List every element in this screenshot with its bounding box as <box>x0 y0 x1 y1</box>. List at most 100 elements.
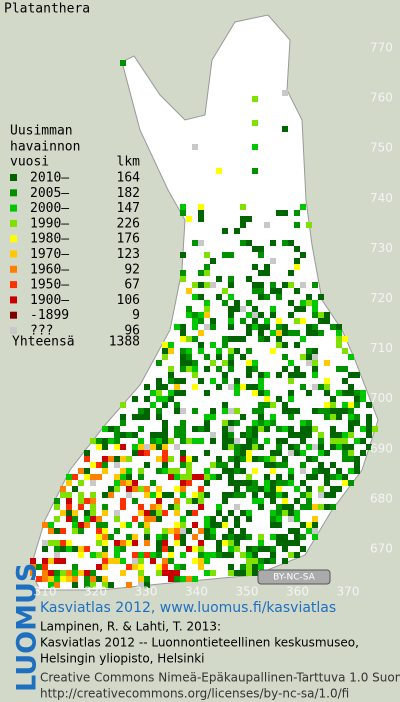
grid-square <box>270 240 276 246</box>
grid-square <box>306 420 312 426</box>
grid-square <box>174 444 180 450</box>
grid-square <box>264 324 270 330</box>
grid-square <box>288 552 294 558</box>
grid-square <box>192 576 198 582</box>
grid-square <box>306 486 312 492</box>
grid-square <box>132 564 138 570</box>
legend-swatch <box>10 296 17 304</box>
grid-square <box>294 408 300 414</box>
grid-square <box>192 372 198 378</box>
grid-square <box>252 312 258 318</box>
grid-square <box>72 570 78 576</box>
grid-square <box>192 522 198 528</box>
grid-square <box>138 570 144 576</box>
grid-square <box>240 480 246 486</box>
grid-square <box>300 468 306 474</box>
grid-square <box>222 252 228 258</box>
grid-square <box>264 270 270 276</box>
grid-square <box>114 552 120 558</box>
grid-square <box>288 240 294 246</box>
grid-square <box>222 360 228 366</box>
grid-square <box>246 570 252 576</box>
grid-square <box>222 432 228 438</box>
grid-square <box>198 552 204 558</box>
grid-square <box>228 432 234 438</box>
grid-square <box>246 426 252 432</box>
grid-square <box>126 432 132 438</box>
grid-square <box>258 402 264 408</box>
grid-square <box>288 330 294 336</box>
grid-square <box>198 528 204 534</box>
grid-square <box>102 534 108 540</box>
grid-square <box>270 546 276 552</box>
grid-square <box>354 438 360 444</box>
grid-square <box>252 246 258 252</box>
grid-square <box>282 504 288 510</box>
grid-square <box>174 432 180 438</box>
grid-square <box>144 534 150 540</box>
legend-label: ??? <box>30 324 53 339</box>
grid-square <box>210 522 216 528</box>
grid-square <box>72 528 78 534</box>
grid-square <box>318 318 324 324</box>
grid-square <box>138 426 144 432</box>
grid-square <box>180 324 186 330</box>
grid-square <box>312 528 318 534</box>
y-axis-label: 690 <box>370 441 393 455</box>
grid-square <box>252 408 258 414</box>
grid-square <box>156 498 162 504</box>
grid-square <box>294 540 300 546</box>
grid-square <box>234 450 240 456</box>
grid-square <box>210 552 216 558</box>
grid-square <box>150 444 156 450</box>
grid-square <box>294 306 300 312</box>
grid-square <box>108 582 114 588</box>
grid-square <box>246 384 252 390</box>
grid-square <box>294 222 300 228</box>
grid-square <box>150 504 156 510</box>
grid-square <box>156 516 162 522</box>
grid-square <box>192 366 198 372</box>
grid-square <box>264 426 270 432</box>
grid-square <box>186 576 192 582</box>
grid-square <box>288 312 294 318</box>
grid-square <box>102 552 108 558</box>
grid-square <box>288 528 294 534</box>
grid-square <box>306 348 312 354</box>
grid-square <box>228 546 234 552</box>
grid-square <box>252 486 258 492</box>
grid-square <box>300 306 306 312</box>
grid-square <box>336 366 342 372</box>
grid-square <box>66 492 72 498</box>
grid-square <box>324 450 330 456</box>
grid-square <box>174 504 180 510</box>
grid-square <box>102 444 108 450</box>
grid-square <box>132 432 138 438</box>
grid-square <box>282 558 288 564</box>
grid-square <box>138 558 144 564</box>
grid-square <box>246 366 252 372</box>
grid-square <box>156 468 162 474</box>
grid-square <box>264 396 270 402</box>
grid-square <box>162 402 168 408</box>
grid-square <box>132 498 138 504</box>
grid-square <box>228 510 234 516</box>
grid-square <box>258 534 264 540</box>
grid-square <box>324 474 330 480</box>
grid-square <box>84 456 90 462</box>
grid-square <box>366 444 372 450</box>
grid-square <box>72 522 78 528</box>
grid-square <box>264 222 270 228</box>
grid-square <box>60 486 66 492</box>
grid-square <box>162 450 168 456</box>
grid-square <box>90 480 96 486</box>
grid-square <box>120 570 126 576</box>
grid-square <box>162 420 168 426</box>
grid-square <box>72 510 78 516</box>
grid-square <box>174 474 180 480</box>
grid-square <box>168 546 174 552</box>
grid-square <box>318 468 324 474</box>
grid-square <box>354 468 360 474</box>
grid-square <box>228 552 234 558</box>
grid-square <box>264 462 270 468</box>
